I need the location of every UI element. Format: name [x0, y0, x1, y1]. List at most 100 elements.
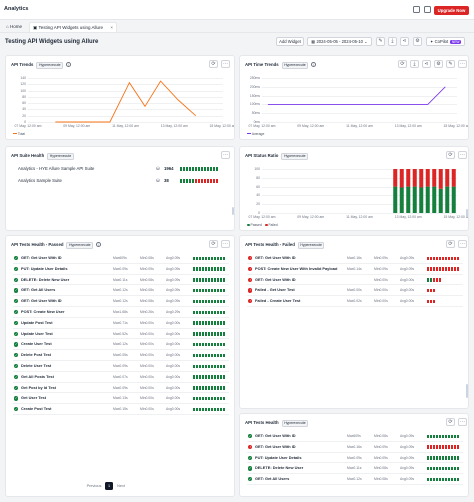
list-item[interactable]: ✓ DELETE: Delete New User Max0.11s Min0.08s…: [247, 463, 463, 475]
bar-passed[interactable]: [393, 186, 398, 213]
list-item[interactable]: ! GET: Get User With ID Max0.16s Min0.09s Av…: [247, 253, 463, 264]
download-button[interactable]: ⤓: [388, 37, 397, 46]
list-item[interactable]: ! Failed - Create User Test Max0.02s Min0.0…: [247, 296, 463, 307]
segment-passed: [201, 375, 205, 379]
list-item[interactable]: ✓ PUT: Update User Details Max0.09s Min0.09…: [13, 264, 229, 275]
segment-passed: [207, 364, 211, 368]
list-item[interactable]: ✓ POST: Create New User Max1.68s Min0.26s Av…: [13, 307, 229, 318]
upgrade-button[interactable]: Upgrade Now: [434, 6, 469, 15]
edit-button[interactable]: ✎: [446, 60, 455, 68]
share-button[interactable]: ⋖: [422, 60, 431, 68]
page-1-button[interactable]: 1: [105, 482, 113, 490]
segment-failed: [450, 256, 454, 260]
share-button[interactable]: ⋖: [400, 37, 409, 46]
help-icon[interactable]: [424, 6, 431, 13]
bar-passed[interactable]: [425, 186, 430, 213]
edit-button[interactable]: ✎: [376, 37, 385, 46]
list-item[interactable]: ✓ PUT: Update User Details Max0.09s Min0.09…: [247, 453, 463, 464]
scrollbar[interactable]: [232, 207, 234, 215]
list-item[interactable]: ! GET: Get User With ID Max0.16s Min0.09s Av…: [247, 442, 463, 453]
min-duration: Min0.09s: [374, 266, 388, 271]
bar-failed[interactable]: [393, 169, 398, 187]
close-tab-icon[interactable]: ×: [110, 25, 113, 30]
segment-passed: [195, 386, 199, 390]
bar-failed[interactable]: [412, 169, 417, 187]
list-item[interactable]: ✓ Get User Test Max0.13s Min0.00s Avg0.00s: [13, 393, 229, 405]
list-item[interactable]: ✓ GET: Get User With ID Max609s Min0.08s Avg…: [13, 253, 229, 264]
more-options-button[interactable]: ⋯: [458, 151, 467, 159]
bar-failed[interactable]: [445, 169, 450, 187]
refresh-button[interactable]: ⟳: [398, 60, 407, 68]
list-item[interactable]: ✓ Get Post by Id Test Max0.09s Min0.00s Avg0…: [13, 383, 229, 394]
bar-passed[interactable]: [412, 186, 417, 213]
copilot-button[interactable]: ✦ CoPilot NEW: [426, 37, 465, 46]
more-options-button[interactable]: ⋯: [221, 151, 230, 159]
widget-title: API Tests Health Hyperexecute: [245, 419, 309, 427]
info-icon[interactable]: i: [66, 62, 72, 67]
bar-failed[interactable]: [432, 169, 437, 187]
suite-name: Analytics Sample Suite: [18, 178, 62, 183]
list-item[interactable]: ✓ Delete User Test Max0.09s Min0.00s Avg0.00…: [13, 361, 229, 372]
list-item[interactable]: ✓ GET: Get All Users Max0.12s Min0.08s Avg0.…: [247, 474, 463, 485]
bar-passed[interactable]: [419, 187, 424, 213]
list-item[interactable]: ! POST: Create New User With Invalid Payl…: [247, 264, 463, 275]
list-item[interactable]: ✓ DELETE: Delete New User Max0.11s Min0.08s…: [13, 275, 229, 286]
segment-passed: [198, 332, 202, 336]
tab-dashboard[interactable]: ▣ Testing API Widgets using Allure ×: [29, 22, 117, 32]
notification-icon[interactable]: [413, 6, 420, 13]
settings-button[interactable]: ⚙: [434, 60, 443, 68]
bar-failed[interactable]: [406, 169, 411, 187]
list-item[interactable]: ✓ GET: Get User With ID Max609s Min0.08s Avg…: [247, 431, 463, 442]
bar-passed[interactable]: [406, 186, 411, 213]
segment-passed: [429, 477, 433, 482]
bar-passed[interactable]: [432, 186, 437, 213]
list-item[interactable]: ✓ Create Post Test Max0.15s Min0.00s Avg0.00…: [13, 404, 229, 415]
bar-passed[interactable]: [438, 188, 443, 213]
more-options-button[interactable]: ⋯: [458, 418, 467, 426]
bar-failed[interactable]: [425, 169, 430, 187]
list-item[interactable]: ✓ GET: Get All Users Max0.12s Min0.08s Avg0.…: [13, 285, 229, 297]
next-page-button[interactable]: Next: [117, 484, 125, 488]
info-icon[interactable]: i: [311, 62, 317, 67]
list-item[interactable]: ! Failed - Get User Test Max0.00s Min0.00s A…: [247, 285, 463, 297]
bar-failed[interactable]: [399, 169, 404, 188]
refresh-button[interactable]: ⟳: [446, 418, 455, 426]
list-item[interactable]: ✓ Delete Post Test Max0.05s Min0.00s Avg0.00…: [13, 350, 229, 361]
more-options-button[interactable]: ⋯: [221, 240, 230, 248]
test-health-bar: [193, 375, 226, 379]
suite-row[interactable]: Analytics Sample Suite ⛁ 38: [18, 176, 228, 186]
segment-failed: [432, 299, 436, 304]
previous-page-button[interactable]: Previous: [86, 484, 102, 488]
tab-home[interactable]: ⌂ Home: [3, 22, 28, 32]
error-icon: !: [248, 288, 253, 293]
bar-passed[interactable]: [399, 187, 404, 213]
more-options-button[interactable]: ⋯: [221, 60, 230, 68]
max-duration: Max0.16s: [347, 444, 362, 449]
refresh-button[interactable]: ⟳: [446, 151, 455, 159]
more-options-button[interactable]: ⋯: [458, 60, 467, 68]
bar-passed[interactable]: [445, 186, 450, 213]
list-item[interactable]: ✓ Update User Test Max0.52s Min0.00s Avg0.00…: [13, 329, 229, 340]
list-item[interactable]: ✓ Get All Posts Test Max0.07s Min0.00s Avg0.…: [13, 372, 229, 383]
scrollbar[interactable]: [466, 384, 468, 398]
bar-failed[interactable]: [451, 169, 456, 187]
list-item[interactable]: ✓ Update Post Test Max0.71s Min0.00s Avg0.00…: [13, 318, 229, 329]
suite-row[interactable]: Analytics - HYE Allure Sample API Suite …: [18, 164, 228, 174]
refresh-button[interactable]: ⟳: [209, 60, 218, 68]
bar-failed[interactable]: [419, 169, 424, 188]
download-button[interactable]: ⤓: [410, 60, 419, 68]
refresh-button[interactable]: ⟳: [209, 240, 218, 248]
settings-button[interactable]: ⚙: [413, 37, 422, 46]
info-icon[interactable]: i: [96, 242, 102, 247]
test-name: GET: Get All Users: [255, 476, 290, 482]
add-widget-button[interactable]: Add Widget: [276, 37, 304, 46]
more-options-button[interactable]: ⋯: [458, 240, 467, 248]
refresh-button[interactable]: ⟳: [446, 240, 455, 248]
date-range-picker[interactable]: ▦ 2024-05-05 - 2024-05-10 ⌄: [307, 37, 372, 46]
list-item[interactable]: ✓ Create User Test Max0.12s Min0.00s Avg0.00…: [13, 339, 229, 351]
list-item[interactable]: ✓ GET: Get User With ID Max0.12s Min0.08s Av…: [13, 296, 229, 307]
bar-passed[interactable]: [451, 186, 456, 213]
bar-failed[interactable]: [438, 169, 443, 189]
scrollbar[interactable]: [466, 209, 468, 217]
list-item[interactable]: ! GET: Get User With ID Min0.00s Avg0.00s: [247, 275, 463, 286]
